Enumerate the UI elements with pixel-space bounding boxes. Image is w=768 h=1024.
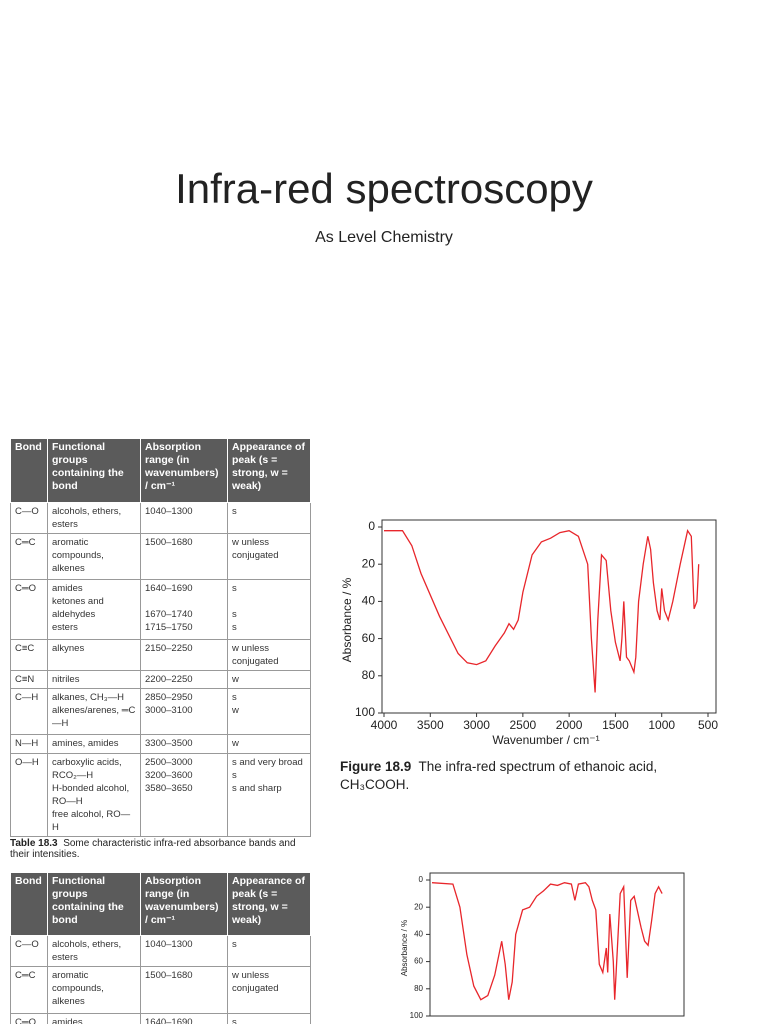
cell: alcohols, ethers, esters [47, 935, 141, 967]
y-tick-label: 100 [355, 705, 375, 719]
y-tick-label: 80 [362, 668, 376, 682]
x-tick-label: 3000 [463, 718, 490, 732]
spectrum-line [384, 529, 700, 693]
y-tick-label: 0 [368, 519, 375, 533]
cell: 1040–1300 [140, 502, 228, 534]
caption-text: Some characteristic infra-red absorbance… [10, 838, 296, 860]
x-tick-label: 2000 [556, 718, 583, 732]
row: C—O alcohols, ethers, esters 1040–1300 s [10, 935, 311, 967]
row: C═C aromatic compounds, alkenes 1500–1680 w… [10, 966, 311, 1014]
header-cell: Bond [10, 438, 48, 503]
row: C═O amides ketones and aldehydes esters 16… [10, 579, 311, 640]
cell: w unless conjugated [227, 966, 311, 1014]
header-row: Bond Functional groups containing the bon… [10, 872, 311, 936]
x-tick-label: 4000 [371, 718, 398, 732]
y-tick-label: 80 [414, 984, 423, 993]
subtitle: As Level Chemistry [315, 229, 453, 246]
cell: s [227, 502, 311, 534]
y-tick-label: 20 [414, 902, 423, 911]
header-cell: Appearance of peak (s = strong, w = weak… [227, 872, 311, 936]
cell: w unless conjugated [227, 639, 311, 671]
cell: amides ketones and aldehydes esters [47, 579, 141, 640]
x-tick-label: 500 [698, 718, 718, 732]
header-cell: Absorption range (in wavenumbers) / cm⁻¹ [140, 872, 228, 936]
y-axis-label: Absorbance / % [340, 577, 354, 662]
header-cell: Absorption range (in wavenumbers) / cm⁻¹ [140, 438, 228, 503]
cell: C—O [10, 502, 48, 534]
row: C≡C alkynes 2150–2250 w unless conjugated [10, 639, 311, 671]
cell: O—H [10, 753, 48, 837]
cell: 2850–2950 3000–3100 [140, 688, 228, 735]
header-cell: Appearance of peak (s = strong, w = weak… [227, 438, 311, 503]
cell: 1640–1690 1670–1740 1715–1750 [140, 579, 228, 640]
y-tick-label: 0 [419, 875, 424, 884]
y-tick-label: 60 [414, 957, 423, 966]
cell: s [227, 935, 311, 967]
row: C═C aromatic compounds, alkenes 1500–1680 w… [10, 533, 311, 580]
y-tick-label: 40 [414, 930, 423, 939]
cell: alkanes, CH₃—H alkenes/arenes, ═C—H [47, 688, 141, 735]
plot-frame [429, 872, 685, 1017]
cell: w unless conjugated [227, 533, 311, 580]
table-caption: Table 18.3 Some characteristic infra-red… [10, 838, 310, 860]
x-tick-label: 2500 [510, 718, 537, 732]
cell: 1500–1680 [140, 533, 228, 580]
table: Bond Functional groups containing the bon… [10, 438, 311, 837]
caption-label: Figure 18.9 [340, 759, 412, 774]
cell: alkynes [47, 639, 141, 671]
cell: C—O [10, 935, 48, 967]
row: O—H carboxylic acids, RCO₂—H H-bonded alc… [10, 753, 311, 837]
cell: 1500–1680 [140, 966, 228, 1014]
row: C═O amides 1640–1690 s [10, 1013, 311, 1024]
table: Bond Functional groups containing the bon… [10, 872, 311, 1024]
row: N—H amines, amides 3300–3500 w [10, 734, 311, 754]
cell: s [227, 1013, 311, 1024]
y-tick-label: 100 [410, 1011, 424, 1020]
caption-text: The infra-red spectrum of ethanoic acid,… [340, 759, 658, 792]
spectrum-line [431, 881, 663, 1001]
x-axis-label: Wavenumber / cm⁻¹ [492, 733, 599, 747]
cell: C═O [10, 579, 48, 640]
y-tick-label: 60 [362, 631, 376, 645]
cell: C═C [10, 966, 48, 1014]
figure-caption: Figure 18.9 The infra-red spectrum of et… [340, 758, 690, 794]
x-tick-label: 3500 [417, 718, 444, 732]
plot-frame [381, 519, 717, 714]
header-cell: Functional groups containing the bond [47, 872, 141, 936]
cell: C═C [10, 533, 48, 580]
cell: C—H [10, 688, 48, 735]
cell: aromatic compounds, alkenes [47, 966, 141, 1014]
y-tick-label: 20 [362, 556, 376, 570]
header-row: Bond Functional groups containing the bon… [10, 438, 311, 503]
table-crop: Bond Functional groups containing the bon… [0, 872, 320, 1024]
cell: 2500–3000 3200–3600 3580–3650 [140, 753, 228, 837]
x-tick-label: 1500 [602, 718, 629, 732]
header-cell: Bond [10, 872, 48, 936]
cell: s and very broad s s and sharp [227, 753, 311, 837]
cell: carboxylic acids, RCO₂—H H-bonded alcoho… [47, 753, 141, 837]
caption-label: Table 18.3 [10, 838, 58, 849]
cell: aromatic compounds, alkenes [47, 533, 141, 580]
row: C—O alcohols, ethers, esters 1040–1300 s [10, 502, 311, 534]
title: Infra-red spectroscopy [175, 165, 593, 212]
x-tick-label: 1000 [648, 718, 675, 732]
cell: alcohols, ethers, esters [47, 502, 141, 534]
y-axis-label: Absorbance / % [400, 920, 409, 976]
y-tick-label: 40 [362, 594, 376, 608]
